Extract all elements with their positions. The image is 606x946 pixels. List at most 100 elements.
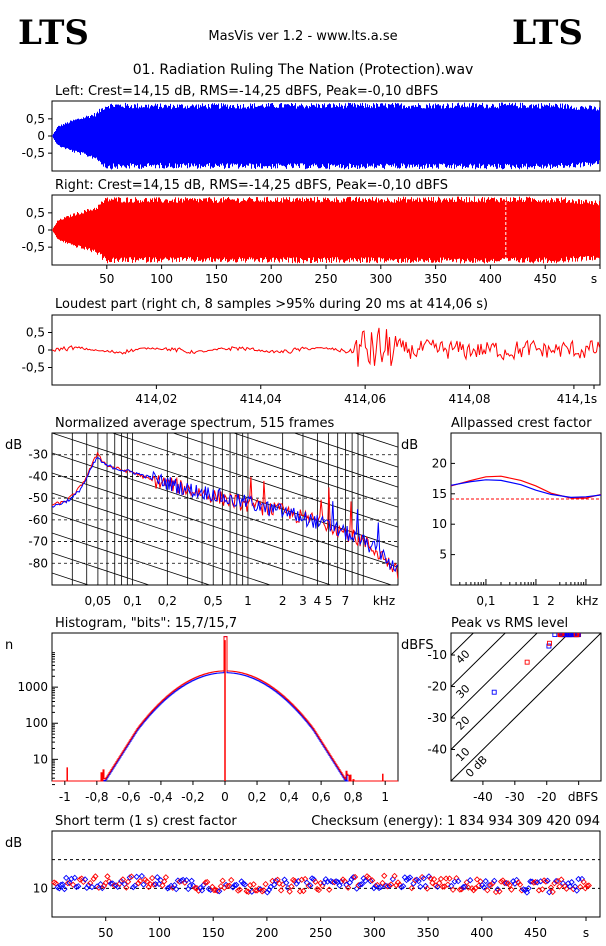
spectrum-slope-8 — [52, 472, 393, 585]
stcrest-point-468 — [99, 884, 106, 892]
stcrest-title: Short term (1 s) crest factor — [55, 814, 237, 829]
hist-xtick-1: -0,8 — [85, 790, 108, 804]
stcrest-point-4996 — [585, 882, 592, 889]
stcrest-point-1508 — [210, 886, 218, 894]
pvr-diag-label-1: 30 — [454, 682, 473, 701]
pvr-ytick-1: -20 — [427, 680, 447, 694]
spectrum-ytick-5: -80 — [28, 556, 48, 570]
pvr-point-68 — [560, 633, 566, 638]
stcrest-point-1988 — [262, 880, 269, 888]
stcrest-point-692 — [123, 884, 130, 891]
spectrum-slope-12 — [52, 552, 151, 585]
loudest-part-plot: 0,5 0 -0,5 414,02 414,04 414,06 414,08 414,1 s — [22, 314, 601, 406]
spectrum-xtick-7: 4 — [314, 594, 322, 608]
stcrest-point-2004 — [264, 889, 271, 896]
crest-ylabel: dB — [401, 438, 418, 453]
stcrest-point-3316 — [405, 875, 412, 882]
right-waveform-xtick-9: s — [591, 272, 597, 286]
stcrest-point-2276 — [293, 880, 300, 887]
stcrest-point-20 — [51, 879, 58, 886]
stcrest-point-2452 — [312, 878, 319, 885]
pvr-point-65 — [574, 633, 580, 638]
stcrest-point-1972 — [260, 887, 268, 894]
stcrest-point-2340 — [300, 887, 307, 895]
left-waveform-ytick-1: 0 — [37, 129, 45, 143]
stcrest-point-1556 — [216, 888, 223, 895]
pvr-xtick-3: dBFS — [568, 790, 598, 804]
loudest-xtick-0: 414,02 — [135, 392, 177, 406]
stcrest-point-804 — [135, 880, 142, 887]
stcrest-point-1380 — [197, 884, 204, 892]
logo-left: LTS — [18, 13, 89, 53]
stcrest-point-2404 — [307, 882, 314, 889]
stcrest-point-3604 — [436, 879, 443, 887]
stcrest-point-2996 — [370, 884, 378, 892]
stcrest-point-3252 — [398, 884, 405, 891]
stcrest-point-3012 — [372, 882, 379, 890]
stcrest-point-1700 — [231, 882, 238, 889]
right-waveform-xtick-2: 150 — [205, 272, 228, 286]
spectrum-slope-10 — [52, 512, 272, 585]
spectrum-slope-5 — [111, 433, 398, 528]
stcrest-point-4356 — [516, 881, 524, 888]
stcrest-point-3732 — [449, 886, 457, 893]
stcrest-point-4644 — [547, 884, 555, 891]
stcrest-point-1684 — [229, 884, 237, 891]
stcrest-point-1028 — [159, 882, 166, 889]
left-waveform-plot: 0,5 0 -0,5 — [22, 100, 601, 172]
stcrest-point-2580 — [326, 886, 333, 893]
stcrest-point-4660 — [549, 888, 556, 896]
stcrest-point-308 — [81, 876, 89, 883]
stcrest-point-1636 — [224, 882, 231, 890]
pvr-point-69 — [557, 633, 563, 638]
hist-xtick-4: -0,2 — [181, 790, 204, 804]
spectrum-ytick-3: -60 — [28, 513, 48, 527]
stcrest-point-3092 — [381, 872, 388, 879]
file-name: 01. Radiation Ruling The Nation (Protect… — [133, 62, 474, 78]
stcrest-point-148 — [64, 880, 72, 887]
pvr-ytick-0: -10 — [427, 648, 447, 662]
stcrest-point-2484 — [315, 886, 323, 894]
stcrest-point-196 — [69, 881, 77, 888]
spectrum-xtick-5: 2 — [279, 594, 287, 608]
spectrum-slope-2 — [293, 433, 398, 468]
stcrest-point-580 — [111, 882, 118, 889]
histogram-ylabel: n — [5, 638, 13, 653]
loudest-title: Loudest part (right ch, 8 samples >95% d… — [55, 297, 488, 312]
stcrest-point-980 — [154, 874, 161, 881]
stcrest-point-3956 — [473, 876, 481, 883]
stcrest-point-3332 — [406, 874, 414, 881]
spectrum-xtick-4: 1 — [244, 594, 252, 608]
stcrest-point-4964 — [582, 885, 589, 892]
stcrest-point-1268 — [185, 885, 192, 893]
stcrest-point-644 — [118, 877, 125, 885]
stcrest-point-164 — [66, 879, 73, 887]
crest-title: Allpassed crest factor — [451, 416, 592, 431]
stcrest-point-1076 — [164, 885, 171, 892]
stcrest-point-4260 — [506, 881, 513, 889]
stcrest-point-2884 — [358, 881, 366, 888]
stcrest-point-4916 — [577, 883, 584, 891]
stcrest-point-1796 — [241, 881, 249, 888]
left-waveform-ytick-2: -0,5 — [22, 146, 45, 160]
stcrest-point-708 — [124, 878, 132, 885]
loudest-xtick-1: 414,04 — [240, 392, 282, 406]
right-waveform-signal — [52, 196, 600, 264]
stcrest-point-3700 — [446, 875, 453, 882]
stcrest-point-372 — [88, 883, 96, 891]
spectrum-slope-9 — [52, 492, 333, 585]
right-waveform-xtick-7: 400 — [479, 272, 502, 286]
right-waveform-plot: 0,5 0 -0,5 50 100 150 200 250 300 350 400 450 s — [22, 194, 601, 286]
histogram-plot: 10 100 1000 -1 -0,8 -0,6 -0,4 -0,2 0 0,2 0,4 0,6 0,8… — [17, 632, 399, 804]
spectrum-slope-3 — [232, 433, 398, 488]
stcrest-point-3412 — [415, 878, 422, 885]
stcrest-point-1812 — [243, 888, 250, 895]
spectrum-plot: -30 -40 -50 -60 -70 -80 0,05 0,1 0,2 0,5 1 2 3 4 5 7 kHz — [28, 432, 399, 608]
stcrest-point-4836 — [568, 878, 575, 886]
hist-ytick-0: 10 — [33, 752, 48, 766]
stcrest-point-292 — [80, 878, 87, 886]
stcrest-point-2868 — [357, 881, 364, 888]
spectrum-ytick-1: -40 — [28, 469, 48, 483]
crest-ytick-1: 15 — [432, 487, 447, 501]
